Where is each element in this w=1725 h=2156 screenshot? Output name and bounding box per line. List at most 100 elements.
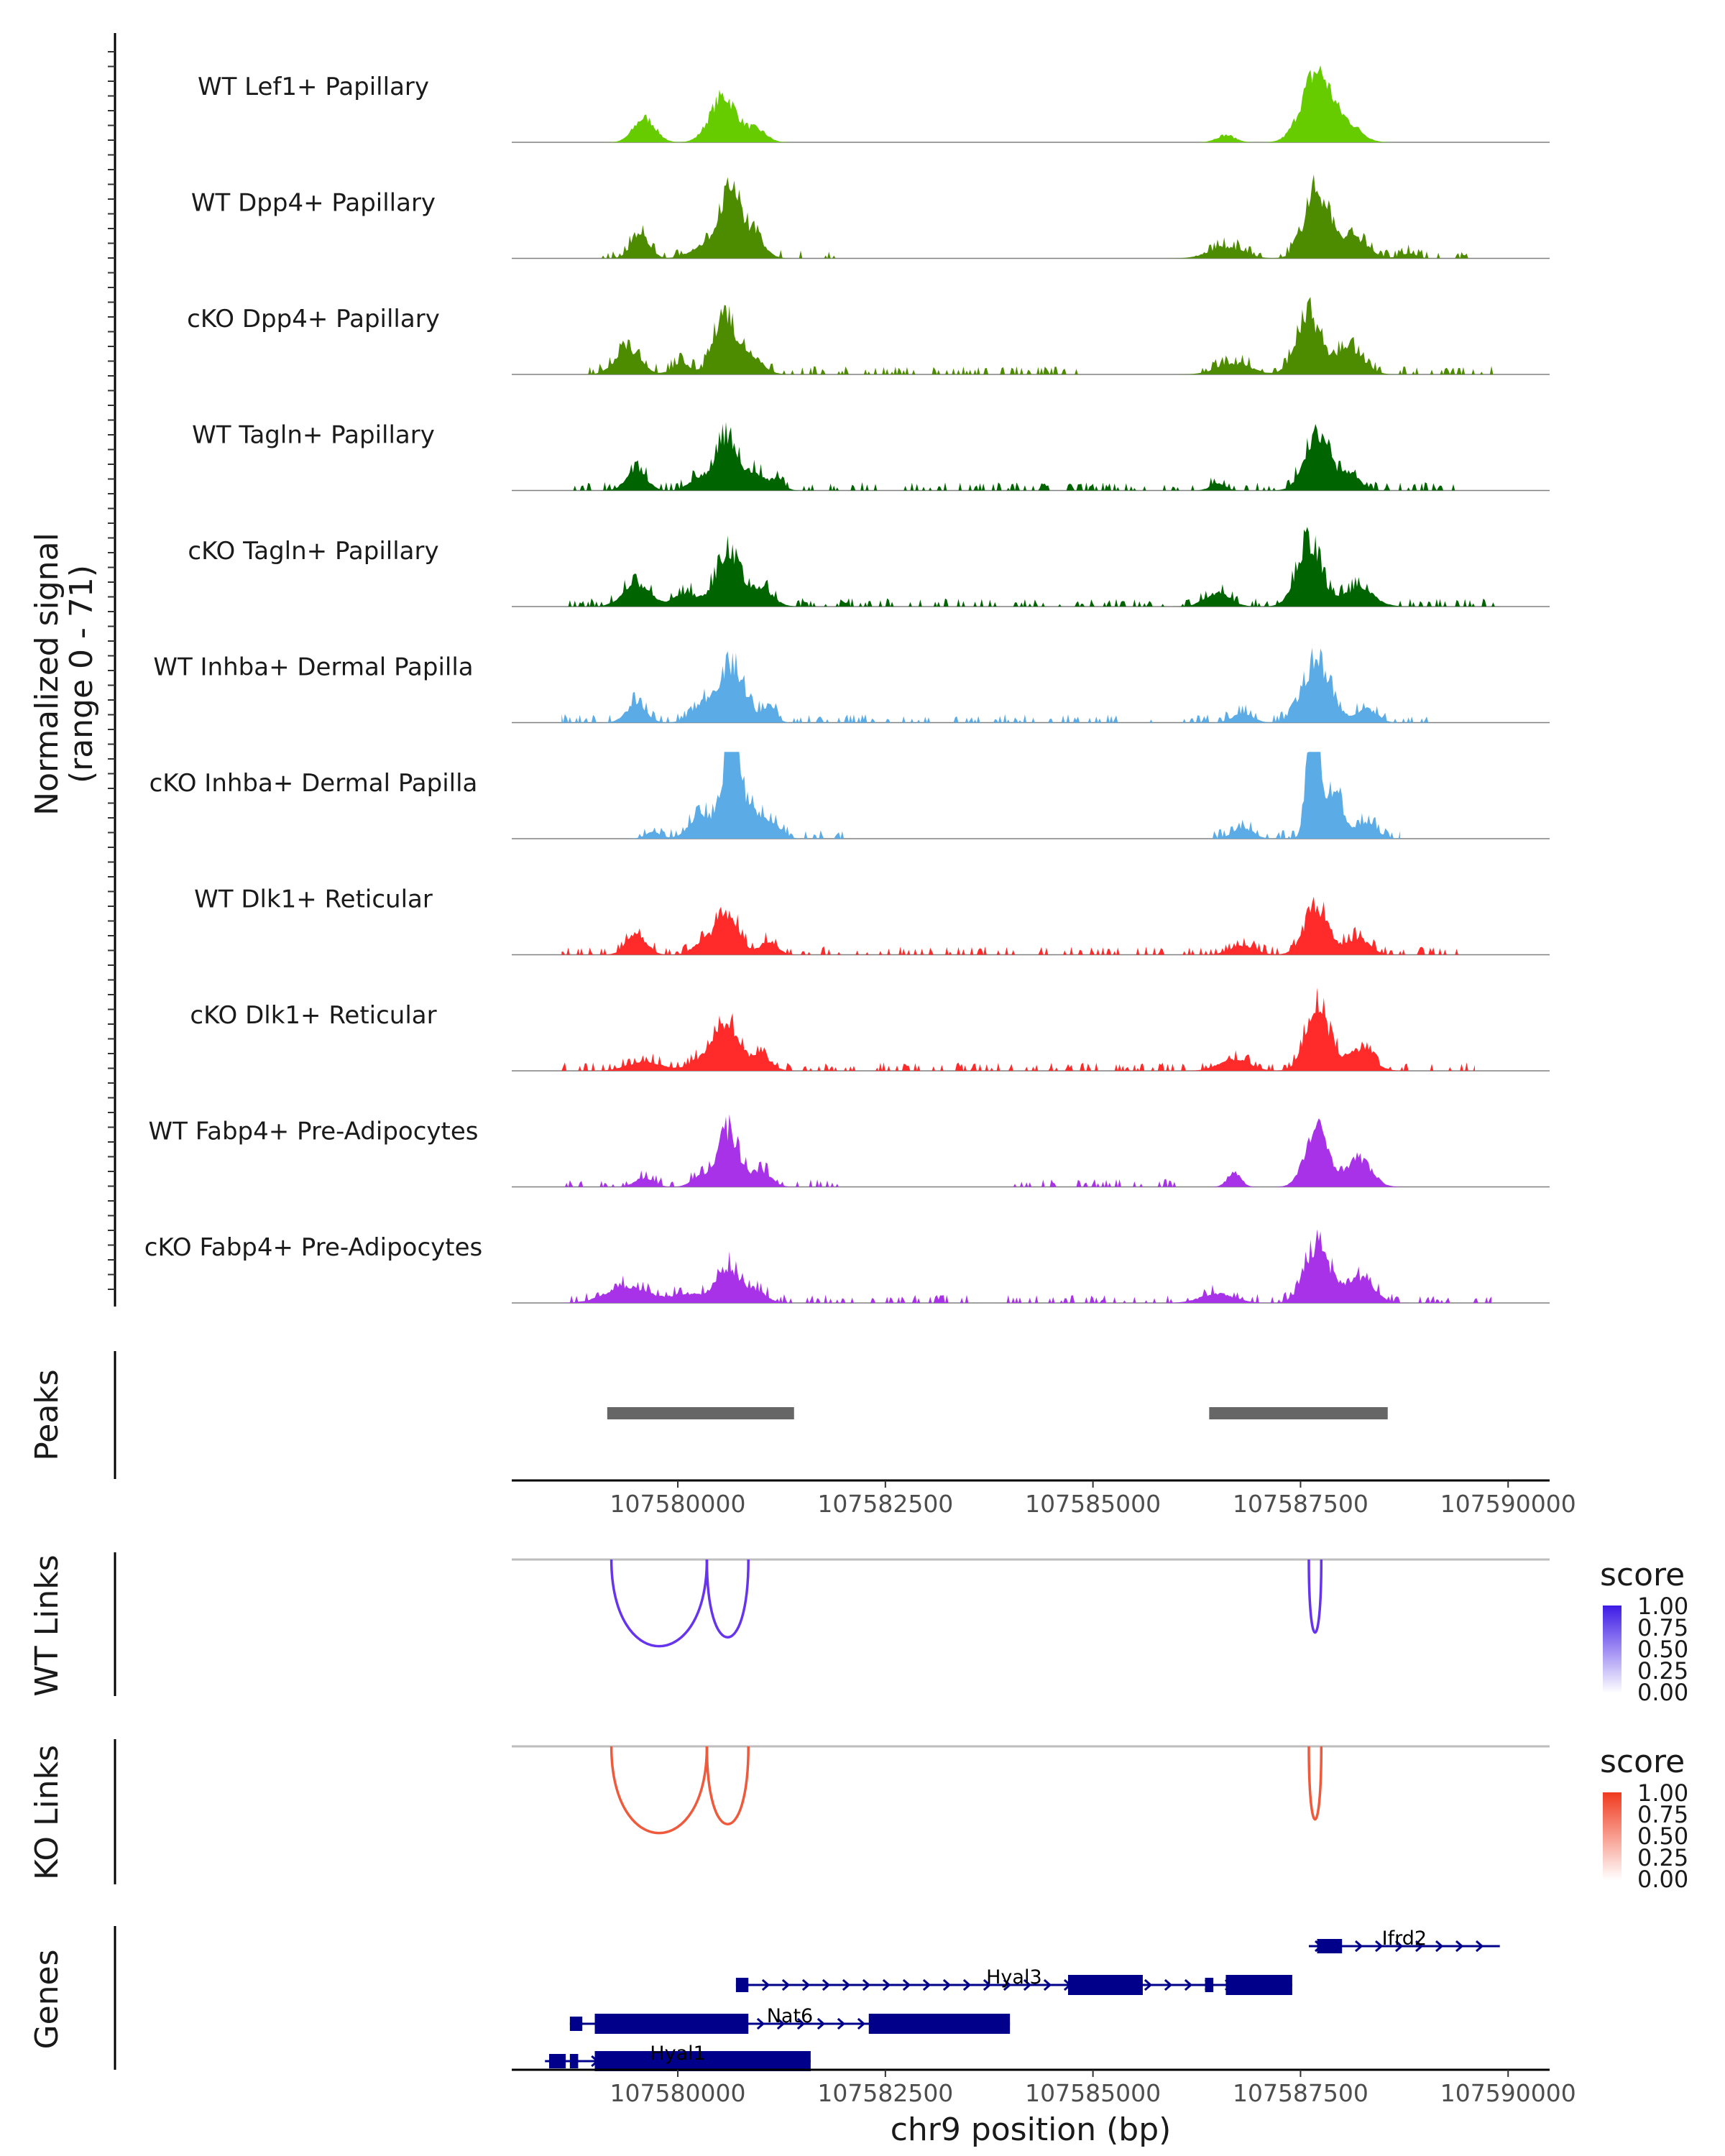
gene-strand-arrow — [1455, 1940, 1464, 1953]
coverage-y-ticks — [108, 51, 115, 1290]
x-axis-top: 107580000 107582500 107585000 107587500 1075… — [610, 1480, 1576, 1518]
ko-legend-title: score — [1600, 1743, 1685, 1780]
ko-links-label: KO Links — [29, 1745, 65, 1880]
coverage-area — [512, 297, 1500, 374]
coverage-track-label: cKO Fabp4+ Pre-Adipocytes — [144, 1233, 483, 1262]
gene-strand-arrow — [761, 1978, 770, 1991]
coverage-area — [561, 1229, 1492, 1303]
link-arc — [705, 1559, 750, 1639]
wt-legend-tick: 0.50 — [1637, 1636, 1688, 1663]
coverage-tracks: WT Lef1+ Papillary WT Dpp4+ Papillary cKO … — [144, 65, 1550, 1304]
coverage-area — [561, 527, 1509, 607]
genes-panel: Genes Ifrd2 Hyal3 Nat6 Hyal1 107580000 10758… — [29, 1926, 1576, 2148]
gene-exon — [594, 2014, 749, 2034]
coverage-area — [561, 422, 1458, 491]
gene-strand-arrow — [983, 1978, 992, 1991]
gene-strand-arrow — [1435, 1940, 1444, 1953]
gene-strand-arrow — [776, 2017, 786, 2030]
x-axis-tick-label: 107582500 — [817, 1490, 953, 1518]
peaks-panel: Peaks 107580000 107582500 107585000 1075875… — [29, 1351, 1576, 1518]
coverage-track-label: WT Tagln+ Papillary — [192, 421, 435, 450]
gene-strand-arrow — [801, 1978, 811, 1991]
gene-strand-arrow — [902, 1978, 911, 1991]
link-arc — [1307, 1746, 1323, 1821]
gene-strand-arrow — [882, 1978, 891, 1991]
peaks-track-label: Peaks — [29, 1369, 65, 1460]
coverage-track-label: WT Inhba+ Dermal Papilla — [153, 653, 473, 682]
gene-strand-arrow — [962, 1978, 972, 1991]
coverage-panel: WT Lef1+ Papillary WT Dpp4+ Papillary cKO … — [29, 33, 1550, 1307]
ko-legend-tick: 0.50 — [1637, 1823, 1688, 1850]
coverage-track-label: WT Fabp4+ Pre-Adipocytes — [149, 1118, 479, 1146]
x-axis-bottom: 107580000 107582500 107585000 107587500 1075… — [610, 2070, 1576, 2107]
gene-strand-arrow — [1144, 1978, 1153, 1991]
coverage-area — [512, 174, 1475, 259]
gene-strand-arrow — [942, 1978, 952, 1991]
ko-legend-tick: 0.75 — [1637, 1801, 1688, 1828]
ko-legend-tick: 0.00 — [1637, 1866, 1688, 1893]
gene-name-label: Ifrd2 — [1382, 1927, 1427, 1950]
gene-exon — [868, 2014, 1011, 2034]
wt-legend-tick: 0.25 — [1637, 1657, 1688, 1685]
gene-strand-arrow — [1023, 1978, 1032, 1991]
gene-exon — [1205, 1978, 1214, 1992]
gene-models: Ifrd2 Hyal3 Nat6 Hyal1 — [545, 1927, 1500, 2071]
link-arc — [1307, 1559, 1323, 1634]
coverage-area — [561, 896, 1458, 955]
links-curves — [512, 1558, 1550, 1835]
gene-strand-arrow — [781, 1978, 791, 1991]
gene-strand-arrow — [1184, 1978, 1193, 1991]
x-axis-tick-label: 107587500 — [1233, 1490, 1368, 1518]
coverage-area — [561, 1114, 1458, 1187]
ko-legend-colorbar — [1603, 1792, 1622, 1880]
peak-bars — [607, 1407, 1388, 1419]
gene-strand-arrow — [857, 2017, 866, 2030]
gene-name-label: Hyal1 — [650, 2042, 706, 2065]
gene-strand-arrow — [1003, 1978, 1012, 1991]
wt-legend-tick: 1.00 — [1637, 1593, 1688, 1620]
wt-legend-tick: 0.00 — [1637, 1679, 1688, 1706]
genes-track-label: Genes — [29, 1949, 65, 2049]
gene-exon — [1317, 1939, 1343, 1953]
coverage-area — [512, 65, 1475, 142]
gene-exon — [735, 1978, 749, 1992]
gene-exon — [548, 2054, 566, 2068]
wt-legend-title: score — [1600, 1557, 1685, 1593]
coverage-area — [620, 752, 1401, 839]
x-axis-tick-label: 107585000 — [1025, 1490, 1161, 1518]
gene-exon — [1067, 1975, 1143, 1995]
x-axis-tick-label: 107590000 — [1440, 1490, 1576, 1518]
coverage-track-label: cKO Dpp4+ Papillary — [187, 305, 440, 333]
ko-legend-tick: 1.00 — [1637, 1779, 1688, 1807]
gene-name-label: Hyal3 — [986, 1966, 1042, 1989]
x-axis-tick-label: 107585000 — [1025, 2079, 1161, 2107]
coverage-track-label: cKO Dlk1+ Reticular — [190, 1001, 436, 1030]
gene-exon — [594, 2051, 811, 2071]
coverage-area — [561, 648, 1442, 723]
gene-strand-arrow — [756, 2017, 765, 2030]
link-arc — [610, 1559, 709, 1648]
ko-legend-tick: 0.25 — [1637, 1844, 1688, 1871]
gene-strand-arrow — [922, 1978, 932, 1991]
gene-name-label: Nat6 — [767, 2005, 814, 2027]
x-axis-tick-label: 107580000 — [610, 2079, 746, 2107]
gene-exon — [569, 2054, 579, 2068]
x-axis-tick-label: 107582500 — [817, 2079, 953, 2107]
coverage-area — [561, 987, 1475, 1071]
gene-strand-arrow — [862, 1978, 871, 1991]
coverage-y-range: (range 0 - 71) — [63, 565, 100, 783]
x-axis-tick-label: 107587500 — [1233, 2079, 1368, 2107]
gene-strand-arrow — [1164, 1978, 1173, 1991]
coverage-track-label: cKO Inhba+ Dermal Papilla — [150, 769, 478, 798]
coverage-track-label: WT Dpp4+ Papillary — [191, 189, 436, 218]
x-axis-title: chr9 position (bp) — [891, 2111, 1172, 2148]
peak-region-bar — [607, 1407, 794, 1419]
wt-legend-tick: 0.75 — [1637, 1614, 1688, 1641]
gene-strand-arrow — [837, 2017, 846, 2030]
gene-exon — [569, 2017, 583, 2031]
coverage-track-label: WT Lef1+ Papillary — [198, 73, 429, 101]
link-arc — [705, 1746, 750, 1825]
links-panels: WT Links KO Links — [29, 1552, 1550, 1884]
link-arc — [610, 1746, 709, 1835]
